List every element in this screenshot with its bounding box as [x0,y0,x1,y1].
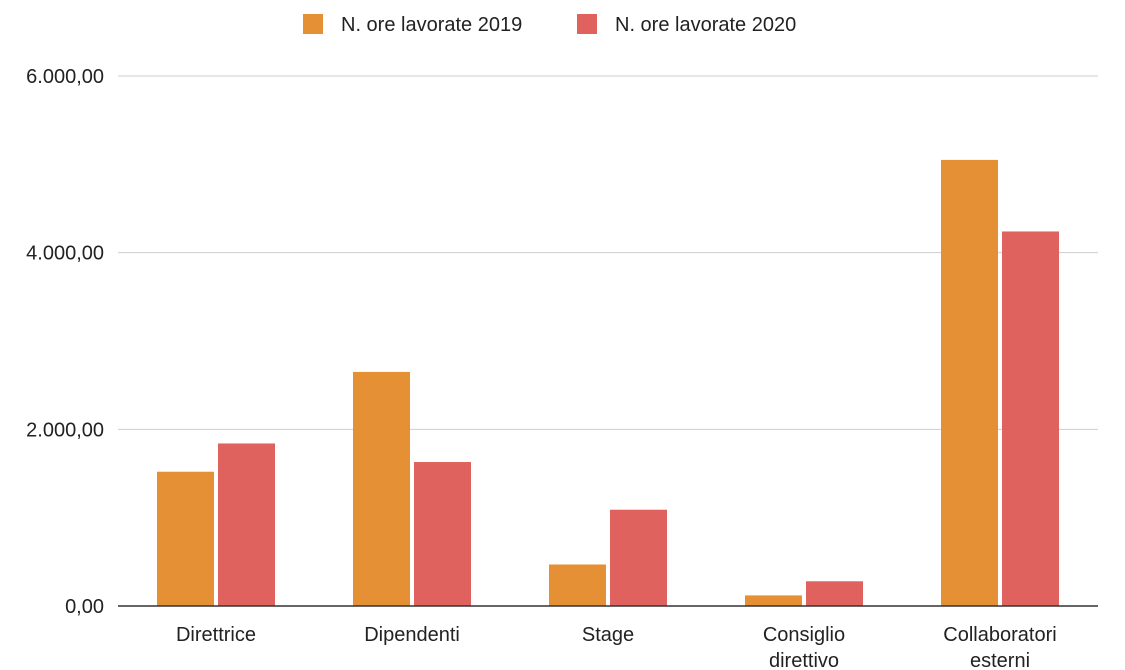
bar [549,564,606,606]
legend-item: N. ore lavorate 2020 [577,14,796,36]
bars [157,159,1059,606]
bar [218,443,275,606]
y-tick-label: 4.000,00 [26,243,104,265]
legend: N. ore lavorate 2019 N. ore lavorate 2020 [303,14,796,36]
y-tick-label: 2.000,00 [26,419,104,441]
bar [414,462,471,606]
bar [353,371,410,606]
bar [806,581,863,606]
legend-swatch [303,14,323,34]
grid [118,75,1098,430]
x-tick-label: Collaboratori esterni [943,624,1056,670]
x-tick-label: Consiglio direttivo [763,624,845,670]
x-axis: Direttrice Dipendenti Stage Consiglio dirett… [118,605,1098,670]
x-tick-label: Direttrice [176,624,256,646]
bar [1002,231,1059,606]
x-tick-label: Dipendenti [364,624,460,646]
y-tick-label: 6.000,00 [26,66,104,88]
legend-label: N. ore lavorate 2019 [341,14,522,36]
x-tick-label: Stage [582,624,634,646]
bar [610,509,667,606]
y-axis: 0,00 2.000,00 4.000,00 6.000,00 [26,66,104,618]
legend-label: N. ore lavorate 2020 [615,14,796,36]
bar [157,471,214,606]
bar [941,159,998,606]
bar [745,595,802,606]
y-tick-label: 0,00 [65,596,104,618]
legend-swatch [577,14,597,34]
legend-item: N. ore lavorate 2019 [303,14,522,36]
